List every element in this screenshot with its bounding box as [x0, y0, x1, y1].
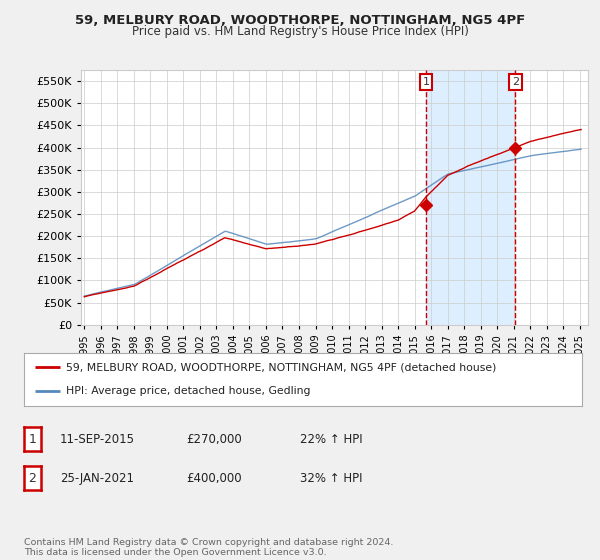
- Text: £400,000: £400,000: [186, 472, 242, 485]
- Text: 1: 1: [422, 77, 430, 87]
- Text: 11-SEP-2015: 11-SEP-2015: [60, 432, 135, 446]
- Text: Price paid vs. HM Land Registry's House Price Index (HPI): Price paid vs. HM Land Registry's House …: [131, 25, 469, 38]
- Text: 1: 1: [28, 432, 37, 446]
- Text: 25-JAN-2021: 25-JAN-2021: [60, 472, 134, 485]
- Text: 2: 2: [28, 472, 37, 485]
- Text: 2: 2: [512, 77, 519, 87]
- Text: 59, MELBURY ROAD, WOODTHORPE, NOTTINGHAM, NG5 4PF: 59, MELBURY ROAD, WOODTHORPE, NOTTINGHAM…: [75, 14, 525, 27]
- Text: Contains HM Land Registry data © Crown copyright and database right 2024.
This d: Contains HM Land Registry data © Crown c…: [24, 538, 394, 557]
- Text: HPI: Average price, detached house, Gedling: HPI: Average price, detached house, Gedl…: [66, 386, 310, 396]
- Text: 22% ↑ HPI: 22% ↑ HPI: [300, 432, 362, 446]
- Bar: [426, 70, 515, 325]
- Text: £270,000: £270,000: [186, 432, 242, 446]
- Text: 32% ↑ HPI: 32% ↑ HPI: [300, 472, 362, 485]
- Text: 59, MELBURY ROAD, WOODTHORPE, NOTTINGHAM, NG5 4PF (detached house): 59, MELBURY ROAD, WOODTHORPE, NOTTINGHAM…: [66, 362, 496, 372]
